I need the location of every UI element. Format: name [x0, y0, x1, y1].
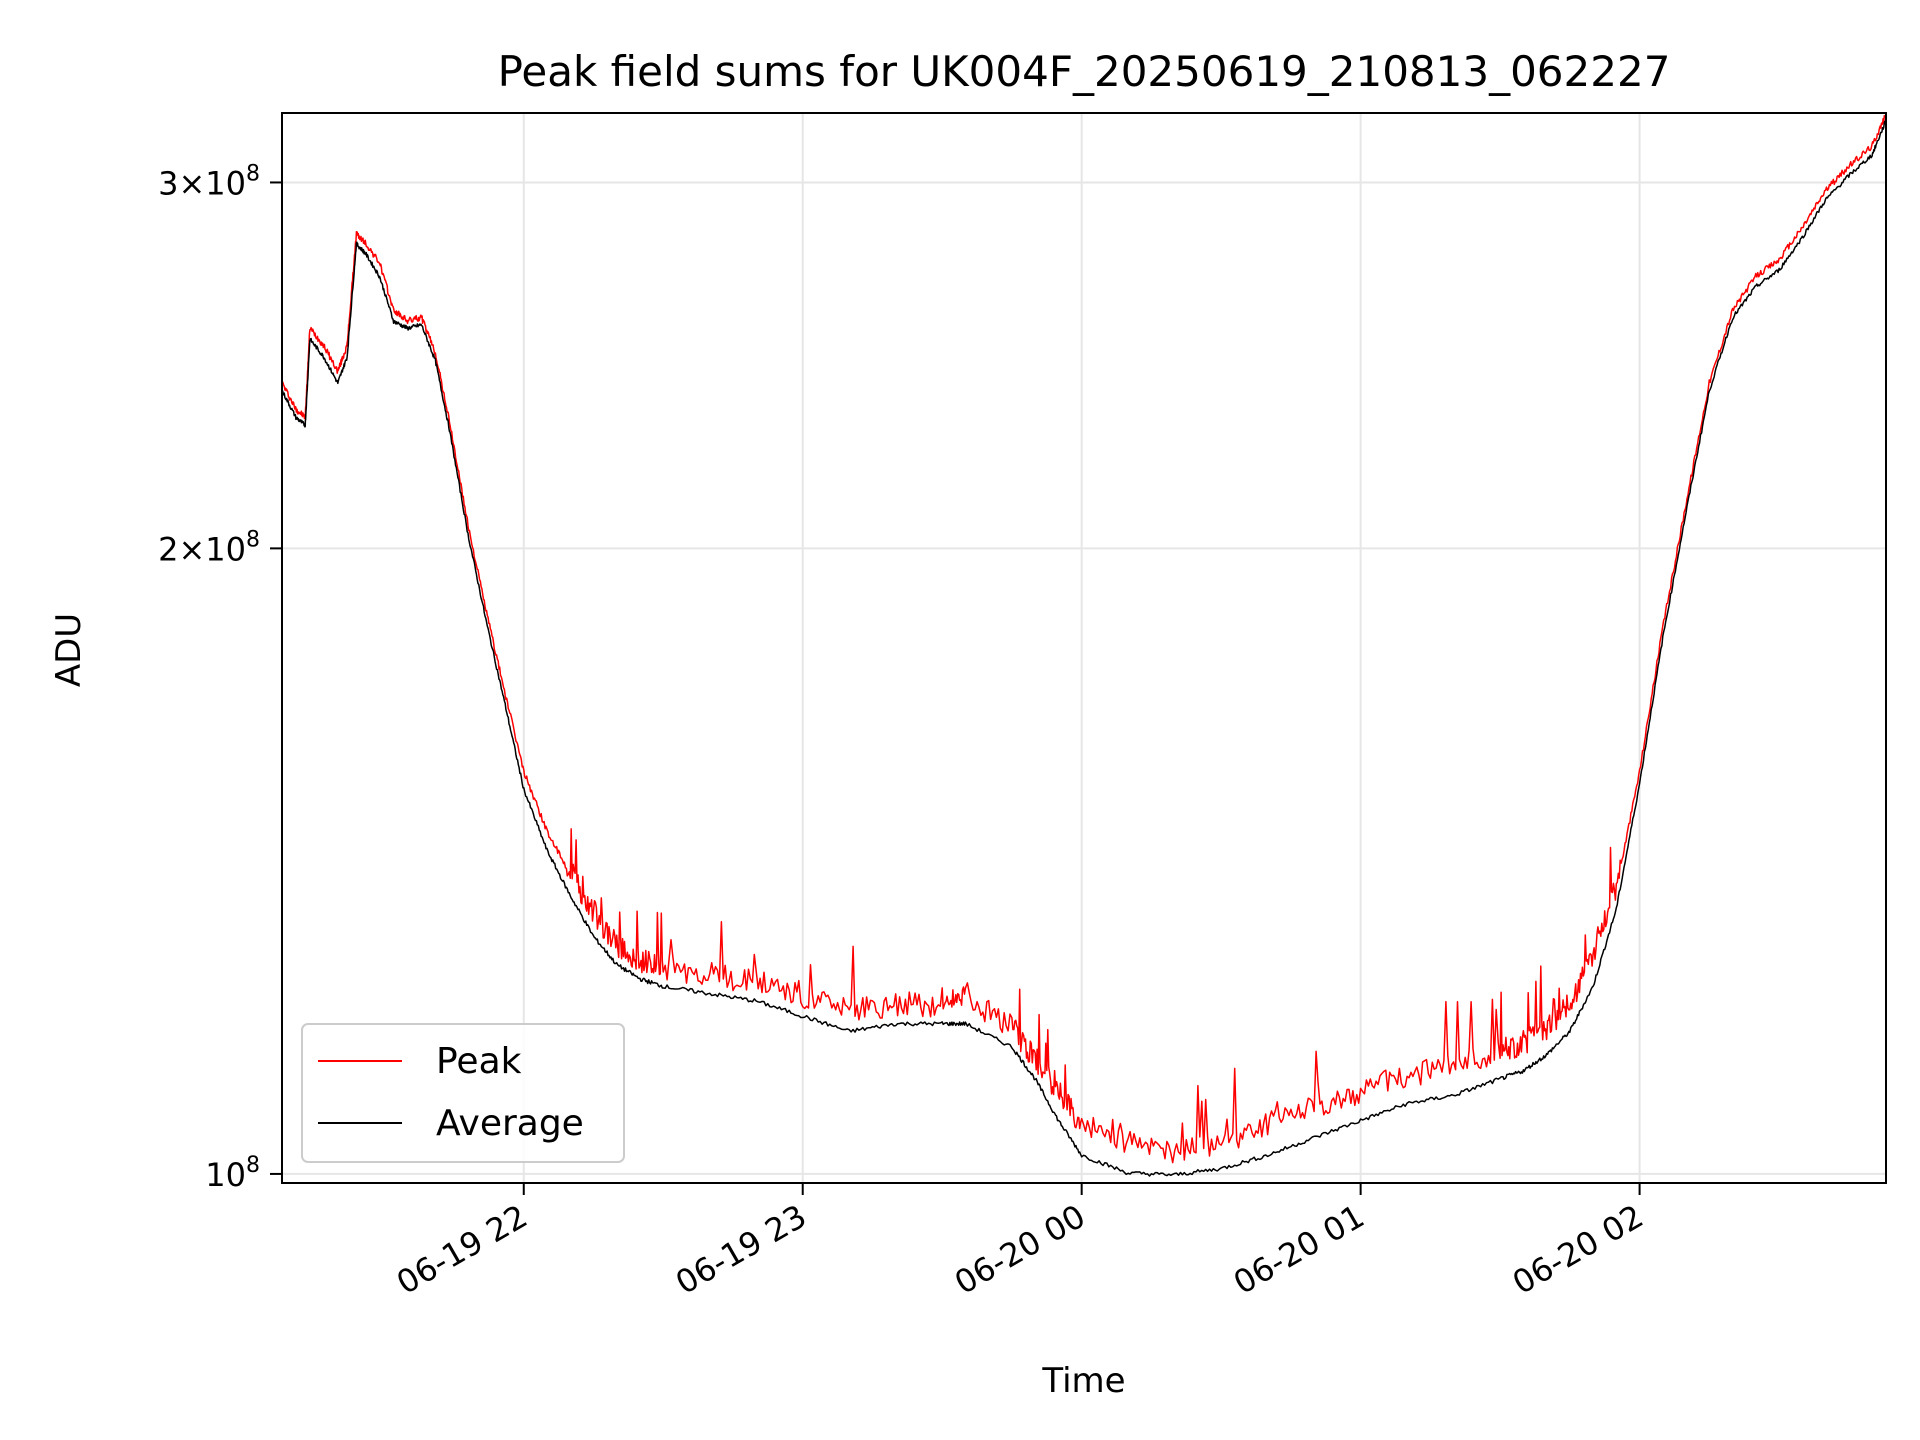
y-axis-title: ADU — [49, 613, 89, 687]
series-layer — [281, 114, 1887, 1177]
legend-label-average: Average — [436, 1103, 584, 1144]
grid-lines — [282, 113, 1886, 1183]
chart-title: Peak field sums for UK004F_20250619_2108… — [498, 47, 1671, 96]
x-tick-label: 06-19 23 — [669, 1197, 813, 1302]
x-axis-ticks: 06-19 22 06-19 23 06-20 00 06-20 01 06-20 02 — [390, 1183, 1650, 1302]
y-axis-ticks: 3×108 2×108 108 — [158, 161, 282, 1194]
x-tick-label: 06-20 01 — [1227, 1197, 1371, 1302]
x-axis-title: Time — [1041, 1361, 1125, 1401]
x-tick-label: 06-19 22 — [390, 1197, 534, 1302]
x-tick-label: 06-20 02 — [1506, 1197, 1650, 1302]
y-tick-label: 108 — [205, 1153, 260, 1194]
y-tick-label: 2×108 — [158, 527, 260, 568]
series-line-peak — [281, 114, 1887, 1164]
x-tick-label: 06-20 00 — [948, 1197, 1092, 1302]
series-line-average — [281, 120, 1887, 1177]
y-tick-label: 3×108 — [158, 161, 260, 202]
legend: Peak Average — [301, 1023, 625, 1163]
plot-area-frame — [281, 112, 1887, 1184]
legend-box — [301, 1023, 625, 1163]
legend-label-peak: Peak — [436, 1041, 522, 1082]
